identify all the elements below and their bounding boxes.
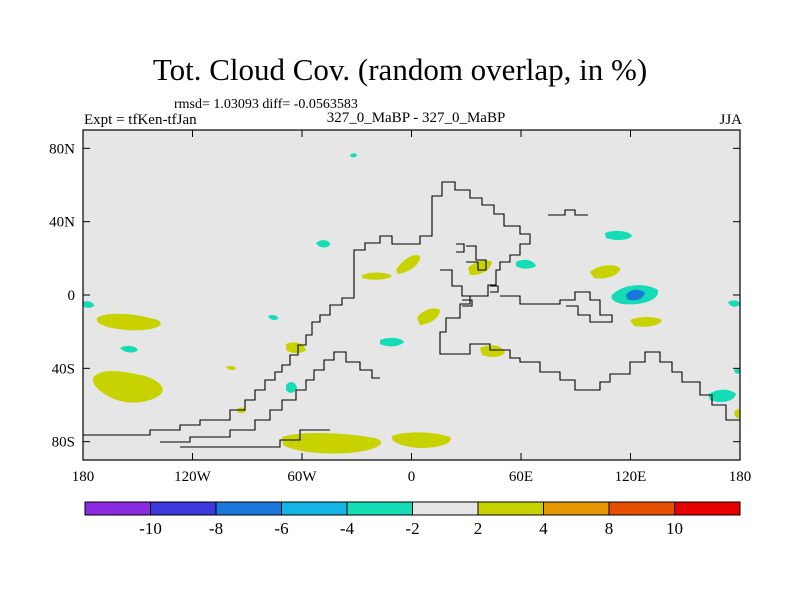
anomaly-patch-positive — [417, 308, 440, 325]
anomaly-patch-negative — [120, 345, 138, 353]
x-tick-label: 180 — [72, 469, 95, 485]
anomaly-patch-positive — [226, 365, 236, 371]
x-tick-label: 0 — [408, 469, 416, 485]
x-tick-label: 180 — [729, 469, 752, 485]
colorbar-label: 2 — [474, 519, 483, 538]
anomaly-patch-positive — [96, 313, 161, 331]
anomaly-patch-negative — [516, 259, 536, 269]
colorbar-bin — [543, 501, 610, 516]
x-tick-label: 120W — [174, 469, 212, 485]
colorbar-bin — [674, 501, 741, 516]
y-tick-label: 0 — [68, 288, 76, 304]
statistics-label: rmsd= 1.03093 diff= -0.0563583 — [174, 97, 358, 112]
anomaly-patch-negative — [728, 300, 740, 307]
experiment-label: Expt = tfKen-tfJan — [84, 112, 197, 128]
colorbar-label: -4 — [340, 519, 355, 538]
colorbar-bin — [346, 501, 413, 516]
anomaly-patch-negative — [605, 230, 632, 241]
y-tick-label: 40N — [49, 215, 75, 231]
anomaly-patch-negative — [708, 389, 736, 402]
coastline — [490, 285, 499, 293]
anomaly-patch-negative — [83, 301, 94, 308]
y-tick-label: 40S — [52, 361, 75, 377]
colorbar-label: -2 — [405, 519, 419, 538]
coastline — [440, 269, 470, 297]
colorbar-label: -6 — [274, 519, 288, 538]
anomaly-patch-negative — [380, 337, 404, 347]
anomaly-patch-negative-strong — [626, 289, 645, 301]
coastline — [548, 209, 588, 216]
colorbar-label: 10 — [666, 519, 683, 538]
anomaly-patch-positive — [362, 272, 392, 280]
coastline — [456, 243, 465, 253]
colorbar-label: -8 — [209, 519, 223, 538]
coastline — [180, 429, 330, 448]
anomaly-patch-positive — [282, 432, 382, 454]
coastline — [160, 351, 380, 443]
x-tick-label: 60E — [509, 469, 533, 485]
colorbar-bin — [281, 501, 348, 516]
colorbar-bin — [412, 501, 479, 516]
anomaly-patch-negative — [286, 382, 297, 393]
anomaly-patch-negative — [734, 368, 740, 374]
map-title: Tot. Cloud Cov. (random overlap, in %) — [152, 52, 648, 87]
anomaly-patch-negative — [350, 153, 357, 158]
anomaly-patch-positive — [480, 345, 505, 357]
map-plot-area: 180 120W 60W 0 60E 120E 180 80N 40N 0 40S 80S — [49, 129, 752, 485]
x-tick-label: 60W — [287, 469, 317, 485]
anomaly-patch-negative — [268, 315, 278, 320]
latitude-axis: 80N 40N 0 40S 80S — [49, 141, 740, 451]
y-tick-label: 80S — [52, 435, 75, 451]
coastline-layer — [83, 181, 740, 448]
coastline — [462, 299, 473, 307]
anomaly-patch-positive — [590, 265, 620, 279]
comparison-label: 327_0_MaBP - 327_0_MaBP — [326, 110, 506, 126]
colorbar-label: 4 — [539, 519, 548, 538]
x-tick-label: 120E — [615, 469, 647, 485]
anomaly-patch-positive — [396, 254, 421, 274]
colorbar-bin — [608, 501, 675, 516]
colorbar-label: 8 — [605, 519, 614, 538]
colorbar: -10 -8 -6 -4 -2 2 4 8 10 — [84, 501, 741, 538]
longitude-axis: 180 120W 60W 0 60E 120E 180 — [72, 130, 752, 485]
anomaly-patch-positive — [391, 432, 451, 448]
coastline — [500, 291, 613, 323]
anomaly-patch-negative — [316, 240, 330, 248]
anomaly-patch-positive — [92, 371, 163, 403]
coastline — [83, 181, 740, 436]
colorbar-bin — [215, 501, 282, 516]
season-label: JJA — [719, 112, 742, 128]
y-tick-label: 80N — [49, 141, 75, 157]
anomaly-patch-positive — [734, 409, 740, 419]
colorbar-bin — [150, 501, 217, 516]
anomaly-patch-positive — [630, 317, 662, 327]
colorbar-bin — [477, 501, 544, 516]
coastline — [466, 245, 487, 271]
colorbar-label: -10 — [139, 519, 162, 538]
colorbar-bin — [84, 501, 151, 516]
